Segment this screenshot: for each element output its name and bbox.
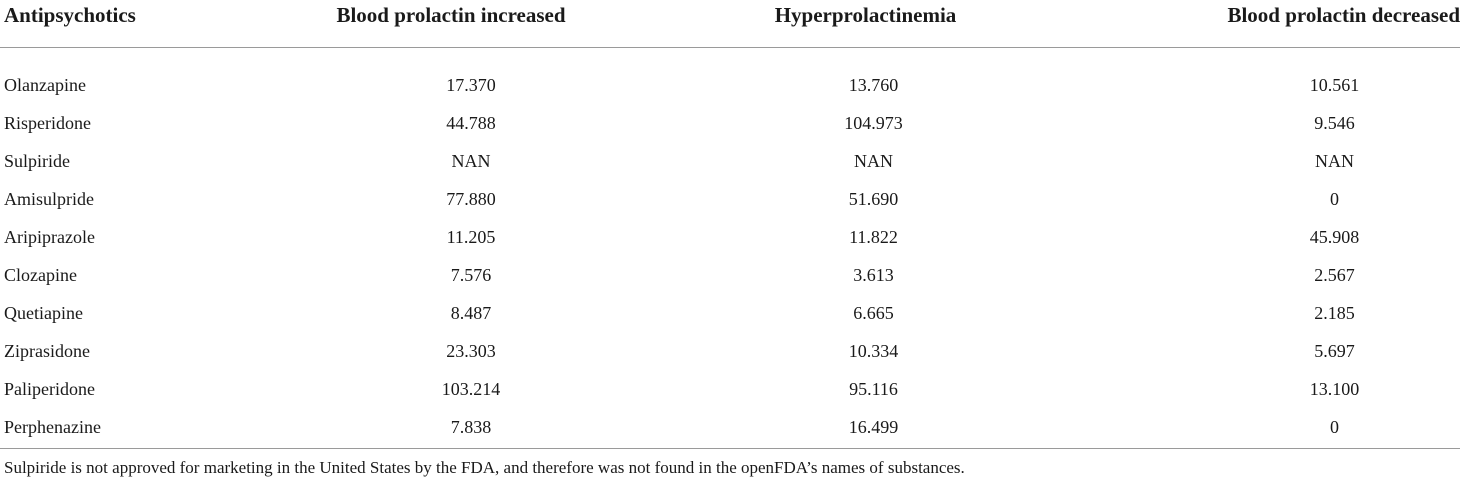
drug-name-cell: Quetiapine [4,302,83,323]
value-cell: 104.973 [844,112,903,133]
table-row: Aripiprazole 11.205 11.822 45.908 [0,218,1460,256]
value-cell: 77.880 [446,188,496,209]
table-header: Antipsychotics Blood prolactin increased… [0,0,1460,48]
value-cell: 3.613 [853,264,894,285]
drug-name-cell: Olanzapine [4,74,86,95]
value-cell: 103.214 [441,378,501,399]
drug-name-cell: Ziprasidone [4,340,90,361]
value-cell: 10.334 [848,340,899,361]
drug-name-cell: Amisulpride [4,188,94,209]
value-cell: 13.100 [1309,378,1360,399]
value-cell: NAN [451,150,491,171]
header-antipsychotics: Antipsychotics [0,0,236,48]
value-cell: 7.576 [450,264,492,285]
drug-name-cell: Clozapine [4,264,77,285]
value-cell: 23.303 [446,340,496,361]
value-cell: NAN [1315,150,1354,171]
value-cell: 51.690 [848,188,899,209]
value-cell: 2.185 [1314,302,1355,323]
drug-name-cell: Risperidone [4,112,91,133]
value-cell: 2.567 [1314,264,1355,285]
table-row: Olanzapine 17.370 13.760 10.561 [0,48,1460,105]
drug-name-cell: Paliperidone [4,378,95,399]
table-row: Paliperidone 103.214 95.116 13.100 [0,370,1460,408]
data-table-container: Antipsychotics Blood prolactin increased… [0,0,1460,447]
table-row: Clozapine 7.576 3.613 2.567 [0,256,1460,294]
header-blood-prolactin-increased: Blood prolactin increased [236,0,648,48]
value-cell: 8.487 [450,302,492,323]
value-cell: 6.665 [853,302,894,323]
value-cell: 16.499 [848,416,899,437]
table-row: Risperidone 44.788 104.973 9.546 [0,104,1460,142]
value-cell: 11.205 [446,226,496,247]
header-row: Antipsychotics Blood prolactin increased… [0,0,1460,48]
table-bottom-rule [0,448,1460,449]
value-cell: 0 [1330,416,1339,437]
value-cell: 17.370 [446,74,496,95]
table-row: Amisulpride 77.880 51.690 0 [0,180,1460,218]
header-hyperprolactinemia: Hyperprolactinemia [648,0,1073,48]
table-footnote: Sulpiride is not approved for marketing … [4,458,965,477]
value-cell: 5.697 [1314,340,1355,361]
value-cell: 9.546 [1314,112,1355,133]
prolactin-table: Antipsychotics Blood prolactin increased… [0,0,1460,447]
drug-name-cell: Perphenazine [4,416,101,437]
value-cell: NAN [854,150,893,171]
drug-name-cell: Aripiprazole [4,226,95,247]
value-cell: 0 [1330,188,1339,209]
table-body: Olanzapine 17.370 13.760 10.561 Risperid… [0,48,1460,447]
value-cell: 10.561 [1309,74,1360,95]
value-cell: 95.116 [849,378,898,399]
value-cell: 13.760 [848,74,899,95]
table-row: Ziprasidone 23.303 10.334 5.697 [0,332,1460,370]
value-cell: 44.788 [446,112,496,133]
table-row: Perphenazine 7.838 16.499 0 [0,408,1460,446]
value-cell: 45.908 [1309,226,1360,247]
table-row: Sulpiride NAN NAN NAN [0,142,1460,180]
table-row: Quetiapine 8.487 6.665 2.185 [0,294,1460,332]
value-cell: 11.822 [849,226,898,247]
value-cell: 7.838 [450,416,492,437]
drug-name-cell: Sulpiride [4,150,70,171]
header-blood-prolactin-decreased: Blood prolactin decreased [1073,0,1460,48]
